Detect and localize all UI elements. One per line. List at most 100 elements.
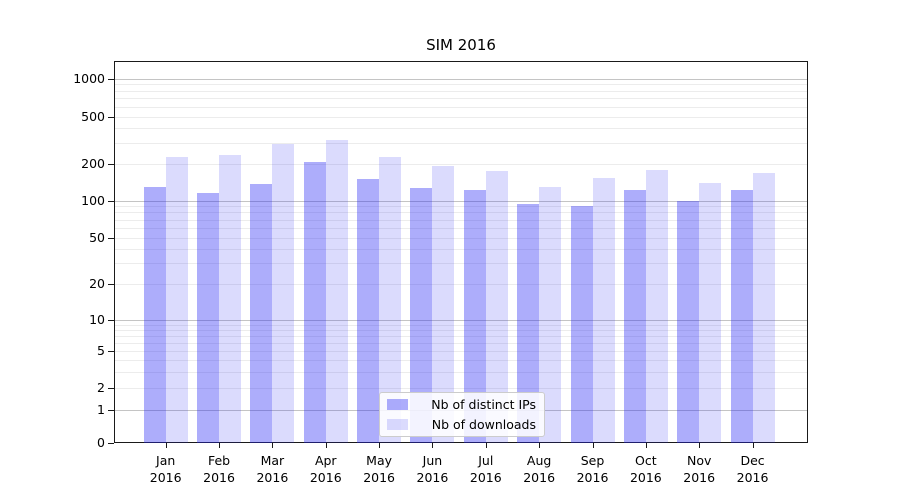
- x-tick-year: 2016: [309, 470, 342, 485]
- gridline-minor: [115, 360, 807, 361]
- bar-jun-distinct-ips: [410, 187, 433, 443]
- gridline-minor: [115, 219, 807, 221]
- y-tick: [108, 388, 114, 389]
- gridline-major: [115, 200, 807, 202]
- x-tick-label: Mar 2016: [242, 452, 302, 486]
- x-tick-year: 2016: [576, 470, 609, 485]
- x-tick-year: 2016: [683, 470, 716, 485]
- bar-jan-distinct-ips: [143, 186, 166, 443]
- x-tick-label: Oct 2016: [616, 452, 676, 486]
- gridline-minor: [115, 143, 807, 145]
- y-tick-label: 50: [89, 229, 105, 245]
- y-tick-label: 100: [81, 192, 105, 208]
- bar-sep-downloads: [592, 177, 615, 443]
- gridline-minor: [115, 128, 807, 130]
- bar-dec-distinct-ips: [730, 190, 753, 443]
- x-tick-year: 2016: [523, 470, 556, 485]
- legend-label-downloads: Nb of downloads: [431, 416, 536, 432]
- x-tick-year: 2016: [149, 470, 182, 485]
- gridline-minor: [115, 248, 807, 250]
- y-tick: [108, 78, 114, 80]
- x-tick: [539, 443, 541, 448]
- legend: Nb of distinct IPs Nb of downloads: [379, 392, 545, 437]
- gridline-minor: [115, 342, 807, 344]
- gridline-minor: [115, 206, 807, 208]
- bar-apr-distinct-ips: [303, 162, 326, 443]
- y-tick-label: 500: [81, 108, 105, 124]
- bar-may-downloads: [379, 157, 402, 443]
- bar-may-distinct-ips: [357, 178, 380, 443]
- gridline-minor: [115, 324, 807, 326]
- gridline-minor: [115, 90, 807, 92]
- gridline-minor: [115, 212, 807, 214]
- x-tick: [645, 443, 647, 448]
- y-tick-label: 5: [97, 343, 105, 358]
- bar-jan-downloads: [165, 157, 188, 443]
- y-tick-label: 200: [81, 156, 105, 171]
- gridline-minor: [115, 164, 807, 165]
- y-tick: [108, 351, 114, 352]
- x-tick-label: May 2016: [349, 452, 409, 486]
- gridline-minor: [115, 106, 807, 108]
- y-tick: [108, 200, 114, 202]
- bar-jun-downloads: [432, 166, 455, 443]
- x-tick-year: 2016: [629, 470, 662, 485]
- y-tick: [108, 237, 114, 239]
- x-tick: [272, 443, 274, 448]
- x-tick: [379, 443, 381, 448]
- bar-feb-distinct-ips: [197, 192, 220, 443]
- bar-jul-downloads: [485, 171, 508, 443]
- gridline-minor: [115, 329, 807, 331]
- y-tick-label: 10: [89, 312, 105, 327]
- gridline-minor: [115, 335, 807, 337]
- bar-sep-distinct-ips: [570, 205, 593, 443]
- x-tick: [592, 443, 594, 448]
- x-tick: [699, 443, 701, 448]
- x-tick-label: Aug 2016: [509, 452, 569, 486]
- bar-oct-downloads: [645, 170, 668, 443]
- y-tick-label: 1: [97, 401, 105, 417]
- x-tick: [325, 443, 327, 448]
- bar-feb-downloads: [219, 154, 242, 443]
- x-tick: [219, 443, 221, 448]
- x-tick-year: 2016: [736, 470, 769, 485]
- gridline-minor: [115, 116, 807, 118]
- y-tick-label: 1000: [73, 70, 105, 86]
- y-tick: [108, 443, 114, 444]
- gridline-minor: [115, 84, 807, 86]
- plot-area: [114, 61, 808, 443]
- bar-nov-distinct-ips: [677, 200, 700, 443]
- legend-item-downloads: Nb of downloads: [387, 417, 536, 433]
- y-tick-label: 2: [97, 380, 105, 395]
- gridline-minor: [115, 284, 807, 285]
- bar-aug-distinct-ips: [517, 203, 540, 443]
- x-tick-year: 2016: [469, 470, 502, 485]
- gridline-minor: [115, 237, 807, 239]
- legend-label-distinct-ips: Nb of distinct IPs: [431, 397, 536, 413]
- x-tick-year: 2016: [363, 470, 395, 485]
- y-tick: [108, 164, 114, 165]
- gridline-minor: [115, 227, 807, 229]
- y-tick: [108, 116, 114, 118]
- bar-nov-downloads: [699, 182, 722, 443]
- gridline-minor: [115, 263, 807, 265]
- legend-swatch-distinct-ips: [387, 399, 408, 411]
- x-tick-label: Feb 2016: [189, 452, 249, 486]
- x-tick: [165, 443, 167, 448]
- legend-swatch-downloads: [387, 418, 408, 430]
- bar-jul-distinct-ips: [463, 190, 486, 443]
- legend-item-distinct-ips: Nb of distinct IPs: [387, 397, 536, 413]
- x-tick-year: 2016: [203, 470, 235, 485]
- bar-dec-downloads: [752, 173, 775, 443]
- y-tick: [108, 284, 114, 285]
- gridline-major: [115, 78, 807, 80]
- gridline-minor: [115, 98, 807, 100]
- x-tick: [485, 443, 487, 448]
- gridline-minor: [115, 351, 807, 352]
- bar-mar-distinct-ips: [250, 183, 273, 443]
- y-tick-label: 0: [97, 435, 105, 450]
- gridline-minor: [115, 388, 807, 389]
- x-tick-label: Jun 2016: [402, 452, 462, 486]
- y-tick-label: 20: [89, 276, 105, 291]
